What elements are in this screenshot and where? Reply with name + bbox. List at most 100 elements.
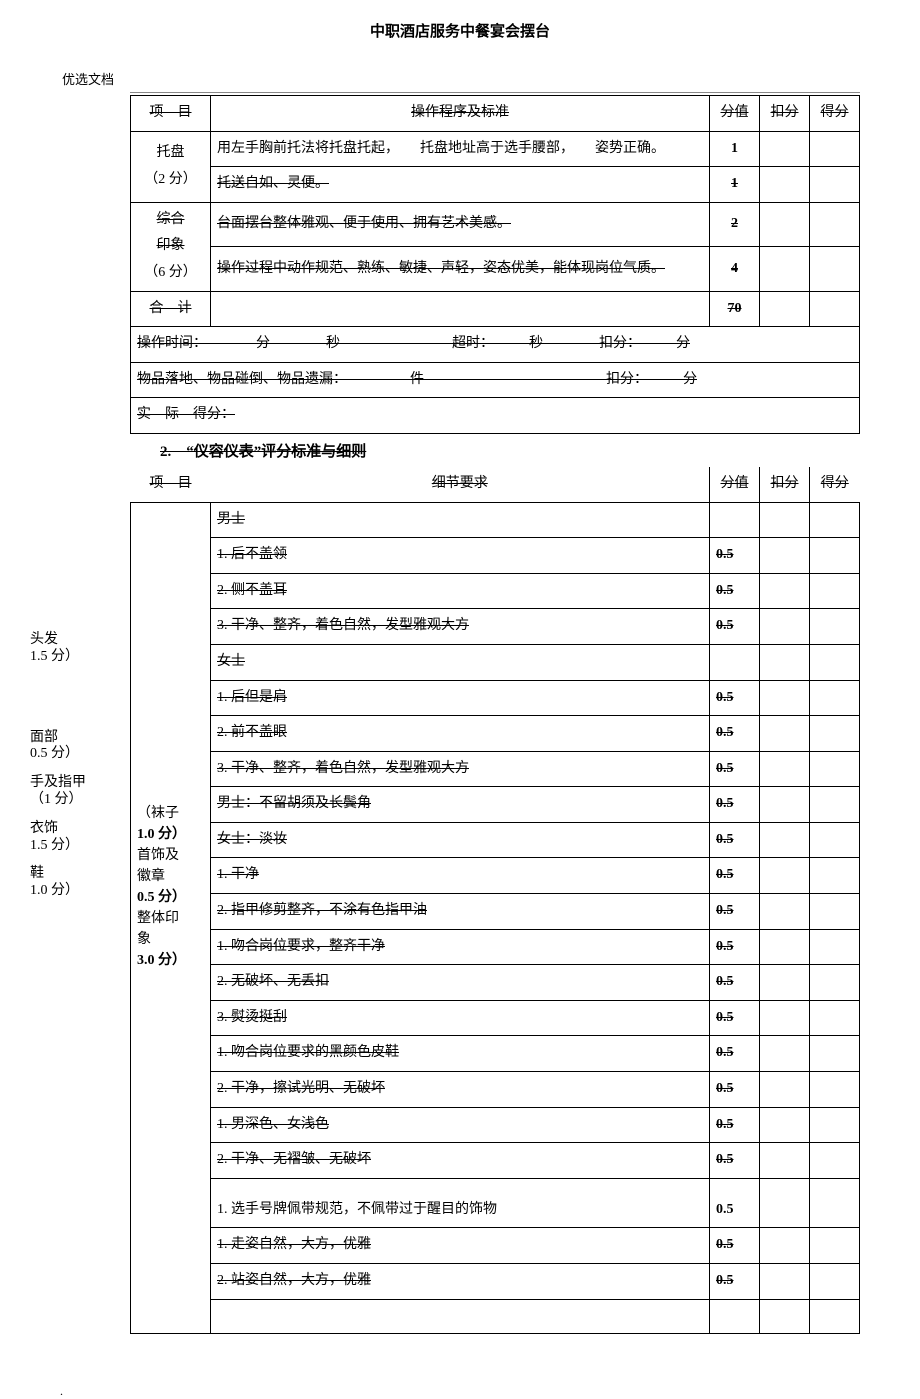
table-row: 托送自如、灵便。 1 (131, 167, 860, 203)
section-2-heading: 2. “仪容仪表”评分标准与细则 (130, 434, 860, 467)
deduct-cell (760, 202, 810, 246)
cat-line: 3.0 分） (137, 953, 186, 968)
got-cell (810, 680, 860, 716)
got-cell (810, 1299, 860, 1333)
deduct-cell (760, 1072, 810, 1108)
detail-cell: 2. 侧不盖耳 (211, 573, 710, 609)
table-row: 综合 印象 （6 分） 台面摆台整体雅观、便于使用、拥有艺术美感。 2 (131, 202, 860, 246)
actual-row: 实 际 得分： (131, 398, 860, 434)
detail-cell: 1. 走姿自然，大方，优雅 (211, 1228, 710, 1264)
score-cell: 0.5 (710, 751, 760, 787)
cat-line: 徽章 (137, 869, 165, 884)
scoring-table-1: 项 目 操作程序及标准 分值 扣分 得分 托盘 （2 分） 用左手胸前托法将托盘… (130, 95, 860, 434)
deduct-cell (760, 1036, 810, 1072)
deduct-cell (760, 247, 810, 291)
cat-line: 首饰及 (137, 848, 179, 863)
got-cell (810, 1228, 860, 1264)
th-deduct: 扣分 (760, 96, 810, 132)
deduct-cell (760, 858, 810, 894)
got-cell (810, 1178, 860, 1228)
score-cell: 0.5 (710, 1000, 760, 1036)
score-cell: 0.5 (710, 573, 760, 609)
score-cell: 0.5 (710, 822, 760, 858)
table-row: 女士 (131, 644, 860, 680)
time-row: 操作时间： 分 秒 超时： 秒 扣分： 分 (131, 327, 860, 363)
table-row: 1. 走姿自然，大方，优雅0.5 (131, 1228, 860, 1264)
deduct-cell (760, 1000, 810, 1036)
doc-label: 优选文档 (62, 69, 920, 88)
table-row: 2. 干净，擦试光明、无破坏0.5 (131, 1072, 860, 1108)
detail-cell: 3. 熨烫挺刮 (211, 1000, 710, 1036)
table-row (131, 1299, 860, 1333)
got-cell (810, 573, 860, 609)
deduct-cell (760, 822, 810, 858)
deduct-cell (760, 716, 810, 752)
table-row: 3. 干净、整齐，着色自然，发型雅观大方0.5 (131, 609, 860, 645)
top-rule (130, 92, 860, 93)
deduct-cell (760, 167, 810, 203)
table-row: 1. 吻合岗位要求，整齐干净0.5 (131, 929, 860, 965)
deduct-cell (760, 1107, 810, 1143)
score-cell: 4 (710, 247, 760, 291)
table2-header-row: 项 目 细节要求 分值 扣分 得分 (131, 467, 860, 502)
detail-cell: 1. 选手号牌佩带规范，不佩带过于醒目的饰物 (211, 1178, 710, 1228)
detail-cell: 1. 男深色、女浅色 (211, 1107, 710, 1143)
score-cell (710, 1299, 760, 1333)
score-cell: 0.5 (710, 1264, 760, 1300)
table-row: 1. 干净0.5 (131, 858, 860, 894)
score-cell: 0.5 (710, 716, 760, 752)
detail-cell: 3. 干净、整齐，着色自然，发型雅观大方 (211, 751, 710, 787)
table-row: 2. 侧不盖耳0.5 (131, 573, 860, 609)
proj-imp-l2: 印象 (157, 238, 185, 253)
page-title: 中职酒店服务中餐宴会摆台 (0, 0, 920, 41)
side-label-nail: 手及指甲（1 分） (30, 775, 125, 809)
detail-cell: 1. 干净 (211, 858, 710, 894)
table-row: 1. 后不盖领0.5 (131, 538, 860, 574)
th2-got: 得分 (810, 467, 860, 502)
cat-line: 象 (137, 932, 151, 947)
detail-cell: 男士：不留胡须及长鬓角 (211, 787, 710, 823)
proj-tray-l1: 托盘 (157, 145, 185, 160)
score-cell: 0.5 (710, 1178, 760, 1228)
heji-label: 合 计 (131, 291, 211, 327)
deduct-cell (760, 894, 810, 930)
side-label-hair: 头发1.5 分） (30, 632, 125, 666)
time-cell: 操作时间： 分 秒 超时： 秒 扣分： 分 (131, 327, 860, 363)
deduct-cell (760, 929, 810, 965)
score-cell: 1 (710, 167, 760, 203)
got-cell (810, 1264, 860, 1300)
table-row: （袜子 1.0 分） 首饰及 徽章 0.5 分） 整体印 象 3.0 分） 男士 (131, 502, 860, 538)
detail-cell (211, 1299, 710, 1333)
table1-header-row: 项 目 操作程序及标准 分值 扣分 得分 (131, 96, 860, 132)
score-cell: 0.5 (710, 1072, 760, 1108)
got-cell (810, 787, 860, 823)
content-area: 项 目 操作程序及标准 分值 扣分 得分 托盘 （2 分） 用左手胸前托法将托盘… (130, 92, 860, 1334)
got-cell (810, 1107, 860, 1143)
th2-detail: 细节要求 (211, 467, 710, 502)
proj-imp-l3: （6 分） (144, 265, 197, 280)
deduct-cell (760, 573, 810, 609)
detail-cell: 1. 后不盖领 (211, 538, 710, 574)
got-cell (810, 202, 860, 246)
table-row: 操作过程中动作规范、熟练、敏捷、声轻，姿态优美，能体现岗位气质。 4 (131, 247, 860, 291)
detail-cell: 男士 (211, 502, 710, 538)
th-proj: 项 目 (131, 96, 211, 132)
cat-line: 0.5 分） (137, 890, 186, 905)
detail-cell: 女士：淡妆 (211, 822, 710, 858)
side-labels: 头发1.5 分） 面部0.5 分） 手及指甲（1 分） 衣饰1.5 分） 鞋1.… (30, 632, 125, 912)
detail-cell: 2. 干净，擦试光明、无破坏 (211, 1072, 710, 1108)
deduct-cell (760, 787, 810, 823)
got-cell (810, 716, 860, 752)
detail-cell: 2. 无破坏、无丢扣 (211, 965, 710, 1001)
got-cell (810, 247, 860, 291)
got-cell (810, 965, 860, 1001)
cat-line: （袜子 (137, 806, 179, 821)
drop-row: 物品落地、物品碰倒、物品遗漏： 件 扣分： 分 (131, 362, 860, 398)
cat-merged: （袜子 1.0 分） 首饰及 徽章 0.5 分） 整体印 象 3.0 分） (131, 502, 211, 1333)
deduct-cell (760, 1299, 810, 1333)
score-cell: 0.5 (710, 680, 760, 716)
side-label-shoes: 鞋1.0 分） (30, 866, 125, 900)
got-cell (810, 609, 860, 645)
table-row: 合 计 70 (131, 291, 860, 327)
score-cell: 0.5 (710, 787, 760, 823)
